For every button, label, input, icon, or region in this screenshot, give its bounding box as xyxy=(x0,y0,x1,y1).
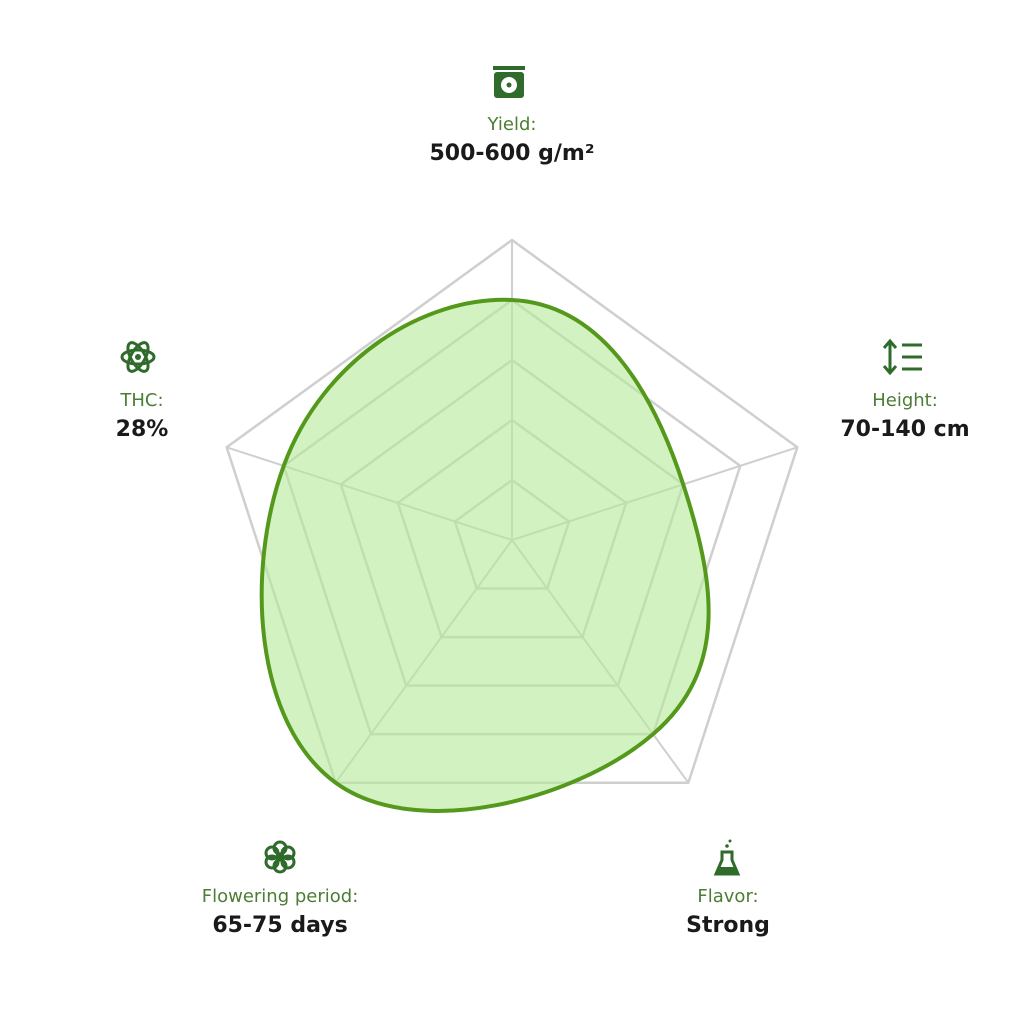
icon-flavor xyxy=(713,839,741,876)
data-area xyxy=(259,297,711,813)
icon-height xyxy=(882,338,922,376)
axis-label: Yield: xyxy=(487,114,537,135)
axis-value: 28% xyxy=(116,417,169,442)
axis-label: THC: xyxy=(119,390,163,411)
axis-value: 65-75 days xyxy=(212,913,347,938)
axis-label: Flowering period: xyxy=(202,886,359,907)
axis-value: 500-600 g/m² xyxy=(430,141,595,166)
axis-value: Strong xyxy=(686,913,770,938)
icon-yield xyxy=(493,66,525,98)
axis-value: 70-140 cm xyxy=(840,417,969,442)
axis-label: Flavor: xyxy=(697,886,758,907)
icon-thc xyxy=(120,341,156,373)
icon-flowering xyxy=(264,840,296,874)
axis-label: Height: xyxy=(872,390,938,411)
